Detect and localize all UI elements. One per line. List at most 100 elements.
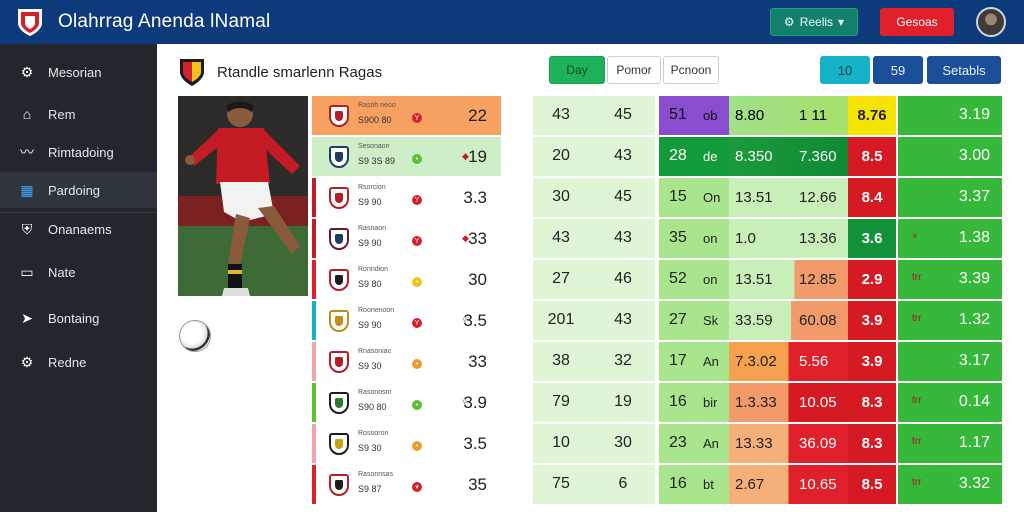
sidebar-item-mesorian[interactable]: ⚙ Mesorian (0, 54, 157, 90)
range-cell: 13.51 12.66 (729, 178, 848, 217)
value-pair-cell: 201 43 (533, 301, 655, 340)
table-row[interactable]: Rasonnsas S9 87 ▾ 35 75 6 16 bt 2.67 10.… (312, 465, 1002, 505)
filter-10-button[interactable]: 10 (820, 56, 870, 84)
metric-cell: 15 On (659, 178, 729, 217)
team-cell: Rnasoniac S9 30 • 33 (312, 342, 501, 381)
team-value: 3.5 (463, 311, 487, 330)
score-cell: 3.17 (898, 342, 1002, 381)
value-a: 20 (552, 147, 570, 164)
form-badge-icon: Y (412, 195, 422, 205)
score-cell: trr 1.32 (898, 301, 1002, 340)
value-pair-cell: 43 45 (533, 96, 655, 135)
score-cell: 3.37 (898, 178, 1002, 217)
value-b: 46 (614, 270, 632, 287)
table-row[interactable]: Roonenoon S9 90 Y ˅ 3.5 201 43 27 Sk 33.… (312, 301, 1002, 341)
score-value: 3.19 (958, 106, 990, 123)
metric-unit: bir (703, 395, 718, 410)
score-mark: trr (912, 436, 922, 447)
team-cell: Rasonnsas S9 87 ▾ 35 (312, 465, 501, 504)
table-row[interactable]: Rosooron S9 30 • 3.5 10 30 23 An 13.33 3… (312, 424, 1002, 464)
team-sub: S900 80 (358, 115, 392, 125)
range-low: 2.67 (735, 476, 765, 493)
table-row[interactable]: Ronndion S9 80 • 30 27 46 52 on 13.51 12… (312, 260, 1002, 300)
value-a: 79 (552, 393, 570, 410)
value-pair-cell: 27 46 (533, 260, 655, 299)
metric-unit: on (703, 272, 718, 287)
sidebar-item-redne[interactable]: ⚙ Redne (0, 344, 157, 380)
soccer-ball-icon (179, 320, 211, 352)
score-cell: trr 3.32 (898, 465, 1002, 504)
range-cell: 13.51 12.85 (729, 260, 848, 299)
sidebar-item-label: Nate (48, 264, 76, 280)
settings-button[interactable]: Setabls (927, 56, 1001, 84)
range-cell: 2.67 10.65 (729, 465, 848, 504)
metric-number: 27 (669, 311, 687, 328)
form-badge-icon: Y (412, 318, 422, 328)
table-row[interactable]: Rasonosm S90 80 • ˅ 3.9 79 19 16 bir 1.3… (312, 383, 1002, 423)
team-name: Rasoh neoo (358, 102, 396, 109)
rating-cell: 3.9 (848, 301, 896, 340)
range-low: 1.0 (735, 230, 756, 247)
range-cell: 1.3.33 10.05 (729, 383, 848, 422)
sidebar-item-label: Rem (48, 106, 76, 122)
range-high: 10.65 (799, 476, 837, 493)
table-row[interactable]: Rasnaon S9 90 Y ◆ 33 43 43 35 on 1.0 13.… (312, 219, 1002, 259)
team-cell: Rasonosm S90 80 • ˅ 3.9 (312, 383, 501, 422)
sidebar-item-rimtadoing[interactable]: 〰 Rimtadoing (0, 134, 157, 170)
team-sub: S9 90 (358, 197, 382, 207)
team-value: 33 (468, 229, 487, 248)
rating-cell: 8.3 (848, 424, 896, 463)
table-row[interactable]: Rasoh neoo S900 80 Y 22 43 45 51 ob 8.80… (312, 96, 1002, 136)
value-a: 201 (547, 311, 575, 328)
metric-number: 15 (669, 188, 687, 205)
chart-icon: 〰 (20, 144, 34, 160)
sidebar-item-label: Bontaing (48, 310, 100, 326)
metric-cell: 27 Sk (659, 301, 729, 340)
red-action-button[interactable]: Gesoas (880, 8, 954, 36)
metric-unit: de (703, 149, 718, 164)
value-b: 6 (618, 475, 628, 492)
value-a: 10 (552, 434, 570, 451)
table-row[interactable]: Rsorcion S9 90 Y 3.3 30 45 15 On 13.51 1… (312, 178, 1002, 218)
page-title: Rtandle smarlenn Ragas (217, 64, 383, 81)
tab-pomor[interactable]: Pomor (607, 56, 661, 84)
app-title: Olahrrag Anenda lNamal (58, 11, 271, 32)
metric-unit: bt (703, 477, 714, 492)
green-action-button[interactable]: ⚙ Reelis ▾ (770, 8, 858, 36)
score-value: 3.32 (958, 475, 990, 492)
value-b: 19 (614, 393, 632, 410)
tab-day[interactable]: Day (549, 56, 605, 84)
metric-number: 16 (669, 393, 687, 410)
sidebar-item-rem[interactable]: ⌂ Rem (0, 96, 157, 132)
team-value: 22 (468, 106, 487, 125)
sidebar-item-onanaems[interactable]: ⛨ Onanaems (0, 211, 157, 247)
table-row[interactable]: Rnasoniac S9 30 • 33 38 32 17 An 7.3.02 … (312, 342, 1002, 382)
range-high: 10.05 (799, 394, 837, 411)
team-name: Rasnaon (358, 225, 387, 232)
trend-arrow-icon: ◆ (462, 151, 469, 161)
value-a: 30 (552, 188, 570, 205)
team-cell: Rsorcion S9 90 Y 3.3 (312, 178, 501, 217)
shield-logo-icon[interactable] (16, 7, 44, 37)
team-value: 19 (468, 147, 487, 166)
value-a: 38 (552, 352, 570, 369)
sidebar-item-pardoing[interactable]: ▦ Pardoing (0, 172, 157, 208)
club-crest-icon (329, 187, 349, 209)
team-sub: S90 80 (358, 402, 387, 412)
sidebar-item-label: Mesorian (48, 64, 102, 80)
score-value: 3.00 (958, 147, 990, 164)
range-high: 7.360 (799, 148, 837, 165)
form-badge-icon: • (412, 441, 422, 451)
tab-pcnoon[interactable]: Pcnoon (663, 56, 719, 84)
club-crest-icon (329, 310, 349, 332)
avatar[interactable] (976, 7, 1006, 37)
filter-59-button[interactable]: 59 (873, 56, 923, 84)
table-row[interactable]: Sesonaon S9 3S 89 • ◆ 19 20 43 28 de 8.3… (312, 137, 1002, 177)
score-value: 1.32 (958, 311, 990, 328)
team-value: 35 (468, 475, 487, 494)
metric-cell: 35 on (659, 219, 729, 258)
sidebar-item-label: Redne (48, 354, 87, 370)
sidebar-item-nate[interactable]: ▭ Nate (0, 254, 157, 290)
home-icon: ⌂ (22, 106, 32, 122)
sidebar-item-bontaing[interactable]: ➤ Bontaing (0, 300, 157, 336)
